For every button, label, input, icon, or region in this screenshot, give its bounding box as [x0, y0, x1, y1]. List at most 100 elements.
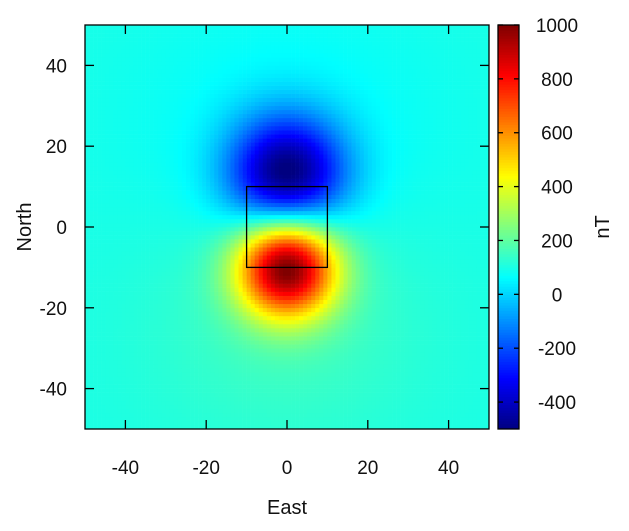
- heatmap-cell: [97, 231, 102, 236]
- heatmap-cell: [194, 424, 199, 430]
- heatmap-cell: [278, 287, 284, 292]
- heatmap-cell: [165, 198, 171, 204]
- heatmap-cell: [274, 348, 280, 353]
- heatmap-cell: [121, 235, 126, 240]
- heatmap-cell: [109, 360, 114, 365]
- heatmap-cell: [173, 37, 179, 42]
- heatmap-cell: [161, 134, 167, 139]
- heatmap-cell: [109, 134, 114, 139]
- heatmap-cell: [242, 380, 247, 385]
- heatmap-cell: [202, 323, 207, 329]
- heatmap-cell: [85, 57, 90, 62]
- heatmap-cell: [85, 158, 90, 163]
- heatmap-cell: [258, 202, 264, 208]
- heatmap-cell: [226, 186, 231, 191]
- heatmap-cell: [278, 210, 284, 216]
- heatmap-cell: [117, 348, 122, 353]
- heatmap-cell: [214, 150, 219, 155]
- heatmap-cell: [238, 332, 243, 337]
- heatmap-cell: [238, 89, 243, 94]
- heatmap-cell: [234, 384, 239, 389]
- heatmap-cell: [157, 85, 163, 90]
- heatmap-cell: [190, 328, 195, 333]
- heatmap-cell: [153, 420, 159, 426]
- heatmap-cell: [234, 235, 239, 240]
- heatmap-cell: [117, 182, 122, 187]
- heatmap-cell: [210, 97, 215, 103]
- heatmap-cell: [121, 166, 126, 171]
- heatmap-cell: [121, 33, 126, 38]
- heatmap-cell: [157, 57, 163, 62]
- heatmap-cell: [278, 299, 284, 305]
- heatmap-cell: [181, 303, 187, 309]
- heatmap-cell: [270, 255, 276, 260]
- heatmap-cell: [202, 166, 207, 171]
- heatmap-cell: [133, 271, 138, 276]
- heatmap-cell: [230, 65, 235, 70]
- heatmap-cell: [153, 283, 159, 288]
- heatmap-cell: [113, 206, 118, 212]
- heatmap-cell: [169, 255, 175, 260]
- heatmap-cell: [186, 214, 191, 220]
- heatmap-cell: [153, 307, 159, 313]
- heatmap-cell: [153, 412, 159, 418]
- heatmap-cell: [202, 344, 207, 349]
- heatmap-cell: [141, 198, 146, 204]
- heatmap-cell: [270, 287, 276, 292]
- heatmap-cell: [93, 295, 98, 301]
- heatmap-cell: [226, 210, 231, 216]
- heatmap-cell: [149, 206, 154, 212]
- heatmap-cell: [149, 214, 154, 220]
- heatmap-cell: [238, 85, 243, 90]
- heatmap-cell: [165, 384, 171, 389]
- heatmap-cell: [250, 61, 255, 66]
- heatmap-cell: [117, 364, 122, 369]
- heatmap-cell: [214, 190, 219, 195]
- heatmap-cell: [282, 384, 288, 389]
- heatmap-cell: [250, 142, 255, 147]
- heatmap-cell: [137, 372, 142, 377]
- heatmap-cell: [157, 336, 163, 341]
- heatmap-cell: [89, 61, 94, 66]
- heatmap-cell: [145, 340, 150, 345]
- heatmap-cell: [238, 352, 243, 357]
- heatmap-cell: [246, 73, 251, 78]
- heatmap-cell: [274, 235, 280, 240]
- heatmap-cell: [234, 279, 239, 284]
- heatmap-cell: [161, 105, 167, 111]
- heatmap-cell: [234, 396, 239, 402]
- heatmap-cell: [206, 356, 211, 361]
- heatmap-cell: [186, 105, 191, 111]
- heatmap-cell: [274, 210, 280, 216]
- heatmap-cell: [222, 420, 227, 426]
- heatmap-cell: [186, 218, 191, 224]
- heatmap-cell: [206, 142, 211, 147]
- heatmap-cell: [149, 295, 154, 301]
- heatmap-cell: [266, 352, 272, 357]
- heatmap-cell: [190, 420, 195, 426]
- heatmap-cell: [153, 336, 159, 341]
- heatmap-cell: [181, 170, 187, 175]
- heatmap-cell: [161, 412, 167, 418]
- heatmap-cell: [218, 356, 223, 361]
- heatmap-cell: [153, 142, 159, 147]
- heatmap-cell: [234, 218, 239, 224]
- heatmap-cell: [206, 210, 211, 216]
- heatmap-cell: [238, 37, 243, 42]
- heatmap-cell: [109, 81, 114, 86]
- heatmap-cell: [101, 315, 106, 321]
- heatmap-cell: [246, 105, 251, 111]
- heatmap-cell: [121, 25, 126, 30]
- heatmap-cell: [85, 340, 90, 345]
- heatmap-cell: [194, 29, 199, 34]
- heatmap-cell: [113, 404, 118, 410]
- heatmap-cell: [177, 287, 183, 292]
- heatmap-cell: [149, 315, 154, 321]
- heatmap-cell: [190, 81, 195, 86]
- heatmap-cell: [101, 33, 106, 38]
- heatmap-cell: [173, 307, 179, 313]
- heatmap-cell: [186, 198, 191, 204]
- heatmap-cell: [254, 105, 260, 111]
- heatmap-cell: [226, 416, 231, 422]
- heatmap-cell: [101, 57, 106, 62]
